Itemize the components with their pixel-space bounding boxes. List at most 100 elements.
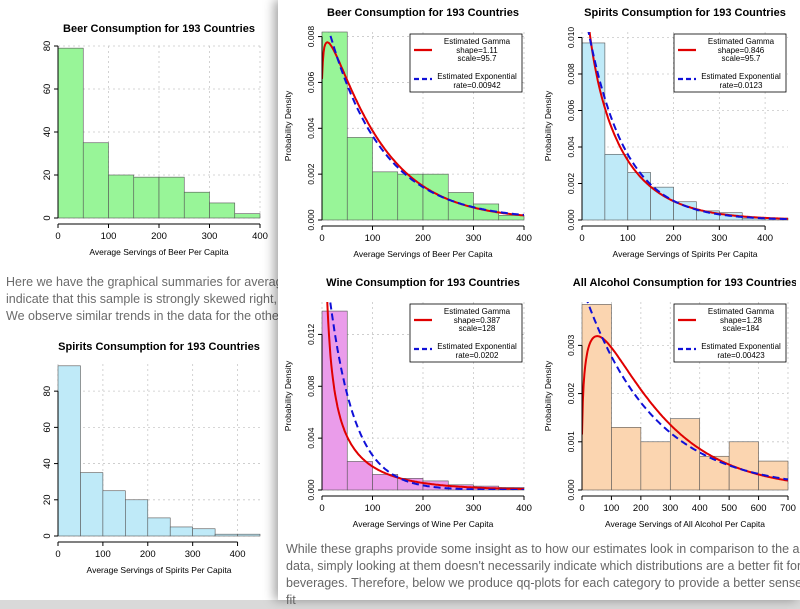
legend-gamma-label: Estimated Gamma	[444, 37, 511, 46]
y-tick-label: 0.002	[566, 173, 576, 195]
legend-box	[409, 33, 523, 93]
histogram-bar	[581, 304, 612, 491]
x-tick-label: 100	[101, 231, 117, 242]
histogram-bar	[699, 455, 730, 491]
x-tick-label: 100	[365, 503, 381, 514]
histogram-bar	[498, 215, 525, 221]
legend-exponential-param: rate=0.00942	[453, 81, 501, 90]
beer-histogram: Beer Consumption for 193 Countries 0 100 20…	[42, 23, 268, 257]
paragraph-line: Here we have the graphical summaries for…	[6, 275, 278, 289]
x-axis-label: Average Servings of All Alcohol Per Capi…	[605, 519, 765, 529]
legend-exponential-param: rate=0.00423	[717, 351, 765, 360]
histogram-bar	[108, 174, 135, 219]
beer-density-chart: Beer Consumption for 193 Countries 0 100 20…	[283, 7, 532, 259]
y-tick-label: 0.006	[566, 100, 576, 122]
y-tick-label: 0.003	[566, 334, 576, 356]
y-tick-label: 0.008	[306, 375, 316, 397]
y-tick-label: 60	[42, 422, 53, 433]
x-tick-label: 300	[662, 503, 678, 514]
y-tick-label: 0.000	[566, 479, 576, 501]
x-tick-label: 200	[151, 231, 167, 242]
x-tick-label: 500	[721, 503, 737, 514]
y-tick-label: 40	[42, 127, 53, 138]
y-tick-label: 0.010	[566, 27, 576, 49]
histogram-bar	[321, 31, 348, 221]
y-tick-label: 80	[42, 386, 53, 397]
x-tick-label: 400	[516, 503, 532, 514]
x-tick-label: 600	[751, 503, 767, 514]
x-tick-label: 300	[202, 231, 218, 242]
x-tick-label: 700	[780, 503, 796, 514]
exponential-fit-line	[328, 32, 524, 216]
paragraph-line: indicate that this sample is strongly sk…	[6, 292, 277, 306]
histogram-bar	[372, 171, 399, 221]
x-tick-label: 400	[230, 549, 246, 560]
x-tick-label: 0	[319, 503, 324, 514]
legend-gamma-param: shape=0.846	[718, 46, 765, 55]
histogram-bar	[611, 427, 642, 491]
foreground-document-page: Beer Consumption for 193 Countries 0 100 20…	[278, 0, 800, 607]
y-tick-label: 0	[42, 533, 53, 538]
histogram-bar	[346, 461, 373, 491]
legend-exponential-param: rate=0.0202	[456, 351, 499, 360]
y-tick-label: 0.000	[566, 209, 576, 231]
x-tick-label: 100	[95, 549, 111, 560]
x-tick-label: 100	[365, 233, 381, 244]
x-tick-label: 400	[252, 231, 268, 242]
histogram-bar	[125, 499, 149, 537]
histogram-bar	[57, 47, 84, 219]
legend-gamma-param: scale=128	[459, 324, 496, 333]
histogram-bar	[604, 153, 629, 221]
legend-exponential-label: Estimated Exponential	[701, 342, 781, 351]
chart-title: Spirits Consumption for 193 Countries	[584, 7, 786, 19]
y-tick-label: 0.000	[306, 479, 316, 501]
y-tick-label: 40	[42, 458, 53, 469]
histogram-bar	[640, 441, 671, 491]
y-tick-label: 0.004	[566, 136, 576, 158]
histogram-bar	[192, 528, 216, 537]
legend-gamma-label: Estimated Gamma	[708, 307, 775, 316]
legend-box	[409, 303, 523, 363]
x-tick-label: 0	[579, 233, 584, 244]
legend-gamma-param: shape=1.28	[720, 316, 763, 325]
histogram-bar	[346, 137, 373, 221]
histogram-bar	[169, 526, 193, 537]
x-tick-label: 400	[757, 233, 773, 244]
histogram-bar	[321, 310, 348, 491]
x-axis-label: Average Servings of Spirits Per Capita	[613, 249, 758, 259]
legend-gamma-param: scale=95.7	[722, 54, 761, 63]
y-tick-label: 0.002	[306, 163, 316, 185]
y-tick-label: 20	[42, 495, 53, 506]
x-tick-label: 200	[415, 233, 431, 244]
x-axis-label: Average Servings of Beer Per Capita	[89, 247, 228, 257]
x-tick-label: 200	[633, 503, 649, 514]
y-tick-label: 0.004	[306, 117, 316, 139]
x-tick-label: 400	[516, 233, 532, 244]
y-tick-label: 0.001	[566, 431, 576, 453]
y-tick-label: 20	[42, 170, 53, 181]
legend-gamma-param: shape=1.11	[456, 46, 498, 55]
legend-exponential-label: Estimated Exponential	[437, 342, 517, 351]
y-tick-label: 0.006	[306, 72, 316, 94]
x-axis-label: Average Servings of Spirits Per Capita	[87, 565, 232, 575]
background-document-page: Beer Consumption for 193 Countries 0 100 20…	[0, 0, 280, 600]
paragraph-line: beverages. Therefore, below we produce q…	[286, 576, 800, 590]
legend-box	[673, 303, 787, 363]
y-axis-label: Probability Density	[283, 360, 293, 431]
paragraph-line: While these graphs provide some insight …	[286, 542, 800, 556]
histogram-bar	[57, 365, 81, 537]
y-axis-label: Probability Density	[543, 360, 553, 431]
x-tick-label: 200	[140, 549, 156, 560]
histogram-bar	[397, 173, 424, 221]
x-tick-label: 200	[666, 233, 682, 244]
histogram-bar	[650, 186, 674, 221]
foreground-paragraph: While these graphs provide some insight …	[286, 541, 800, 609]
spirits-density-chart: Spirits Consumption for 193 Countries 0 10…	[543, 7, 789, 259]
x-tick-label: 300	[185, 549, 201, 560]
exponential-fit-line	[586, 302, 788, 481]
legend-exponential-label: Estimated Exponential	[701, 72, 781, 81]
x-tick-label: 300	[466, 233, 482, 244]
x-tick-label: 0	[579, 503, 584, 514]
wine-density-chart: Wine Consumption for 193 Countries 0 100 20…	[283, 277, 532, 529]
legend-gamma-param: scale=184	[723, 324, 760, 333]
